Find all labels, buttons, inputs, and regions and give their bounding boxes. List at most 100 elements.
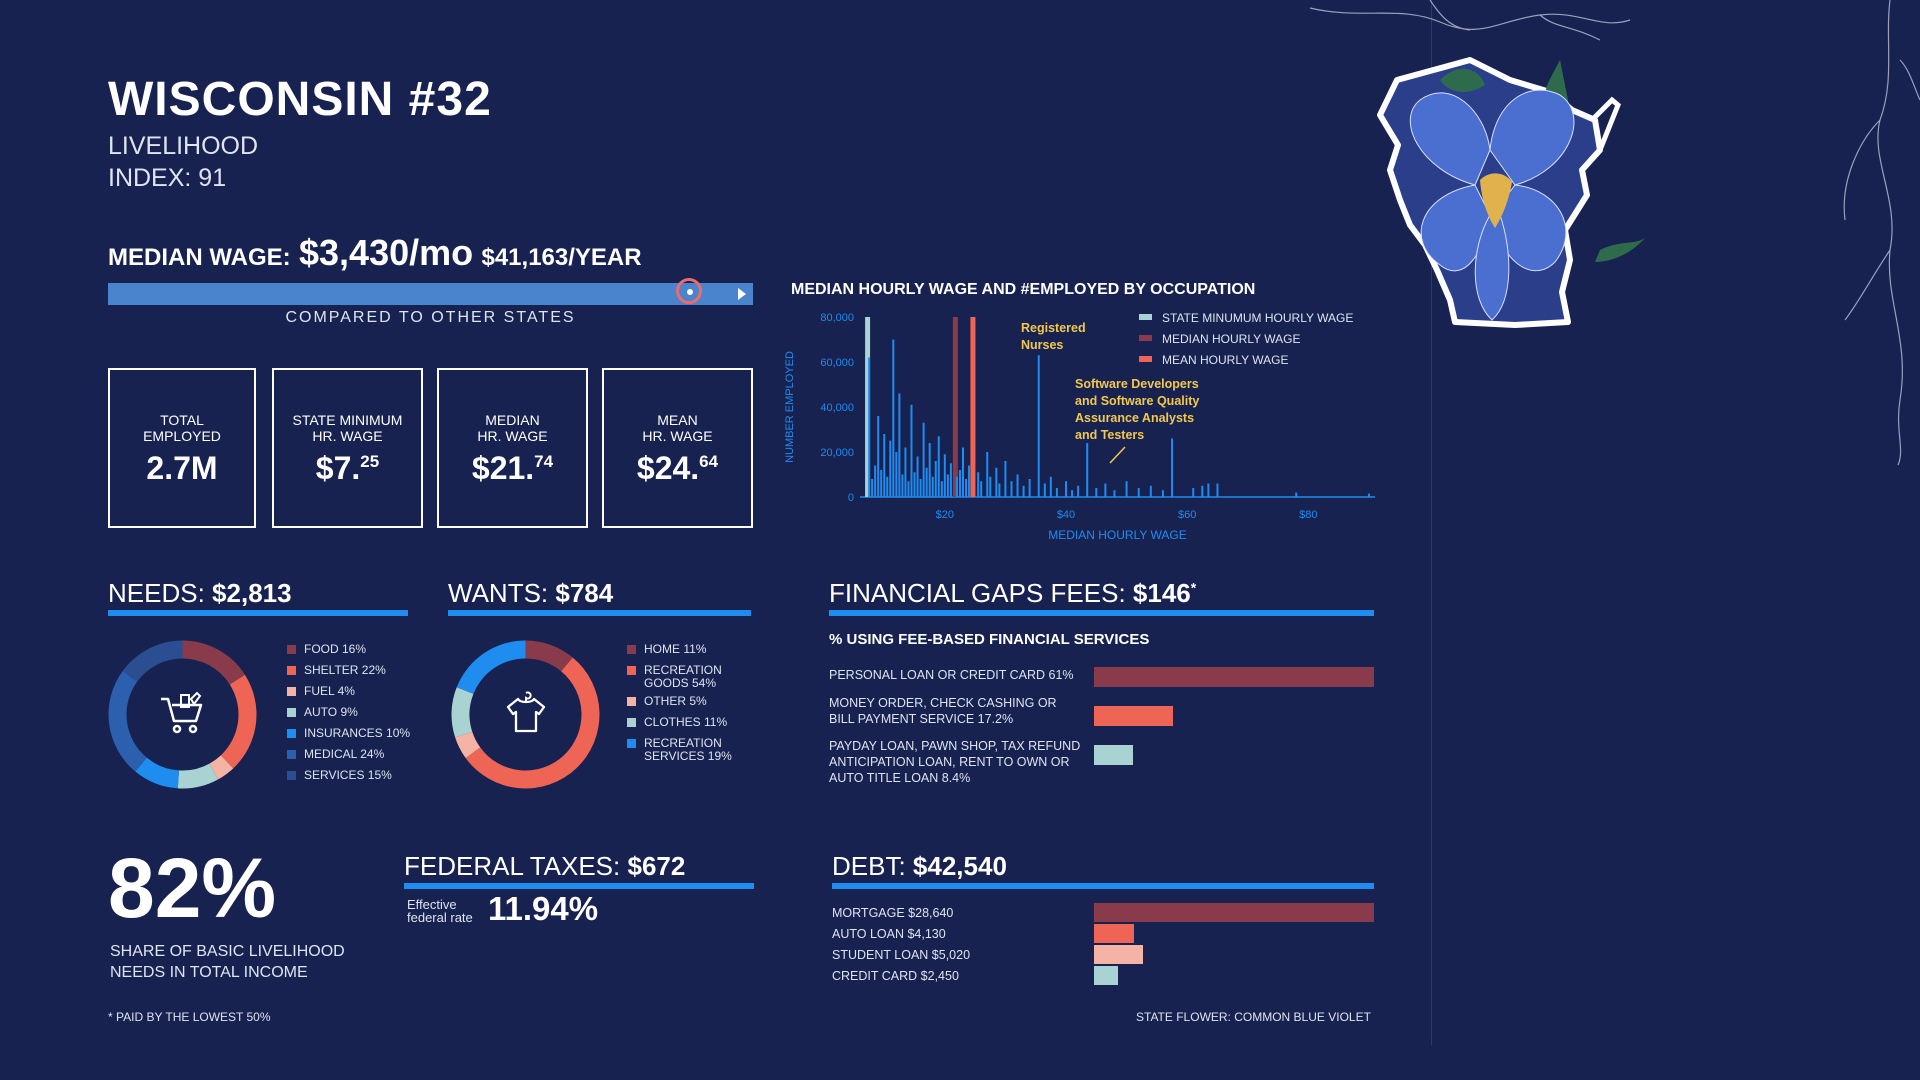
occupation-bar	[1104, 483, 1107, 497]
occupation-bar	[1022, 485, 1025, 497]
occupation-bar	[895, 452, 898, 497]
legend-label: RECREATION GOODS 54%	[644, 663, 722, 690]
financial-gaps-underline	[829, 610, 1374, 616]
occupation-bar	[883, 434, 886, 497]
occupation-bar	[934, 461, 937, 497]
occupation-bar	[907, 481, 910, 497]
occupation-bar	[1367, 493, 1370, 497]
page-title: WISCONSIN #32	[108, 73, 492, 126]
bar	[1094, 667, 1374, 687]
occupation-bar	[1149, 485, 1152, 497]
reference-wage-line	[970, 317, 976, 497]
bar-label: CREDIT CARD $2,450	[832, 969, 959, 983]
occupation-chart: 0 20,000 40,000 60,000 80,000 $20 $40 $60 $80 MED…	[784, 311, 1375, 542]
share-caption: SHARE OF BASIC LIVELIHOOD NEEDS IN TOTAL …	[110, 941, 345, 983]
legend-label: SHELTER 22%	[304, 663, 386, 677]
arrow-right-icon	[738, 288, 746, 300]
occupation-bar	[968, 465, 971, 497]
bar	[1094, 706, 1173, 726]
occupation-bar	[868, 357, 871, 497]
debt-value: $42,540	[912, 851, 1007, 881]
legend-item: RECREATION SERVICES 19%	[627, 737, 732, 763]
annotation-pointer	[1109, 446, 1126, 464]
donut-slice	[135, 757, 179, 789]
x-tick-label: $80	[1299, 509, 1317, 521]
donut-slice	[451, 687, 474, 738]
federal-taxes-label: FEDERAL TAXES:	[404, 851, 621, 881]
occupation-bar	[937, 436, 940, 497]
federal-rate-label: Effective federal rate	[407, 898, 473, 924]
chart-annotation-line: Assurance Analysts	[1075, 411, 1194, 425]
bar	[1094, 745, 1133, 765]
occupation-bar	[1095, 488, 1098, 497]
divider-line	[1431, 0, 1432, 1045]
donut-slice	[220, 674, 257, 769]
chart-annotation-line: Software Developers	[1075, 377, 1199, 391]
stat-total-employed: TOTAL EMPLOYED 2.7M	[108, 368, 256, 528]
occupation-bar	[1137, 488, 1140, 497]
occupation-bar	[931, 476, 934, 497]
legend-item: FOOD 16%	[287, 643, 366, 656]
legend-label: RECREATION SERVICES 19%	[644, 736, 732, 763]
occupation-bar	[922, 422, 925, 497]
y-tick-label: 20,000	[820, 447, 854, 459]
legend-swatch	[1139, 356, 1152, 362]
occupation-bar	[1161, 490, 1164, 497]
needs-title: NEEDS: $2,813	[108, 578, 292, 609]
chart-annotation-line: and Software Quality	[1075, 394, 1199, 408]
legend-swatch	[287, 750, 296, 759]
legend-item: FUEL 4%	[287, 685, 355, 698]
debt-chart: MORTGAGE $28,640 AUTO LOAN $4,130 STUDENT …	[832, 903, 1377, 993]
occupation-bar	[1086, 443, 1089, 497]
occupation-bar	[1171, 438, 1174, 497]
stat-mean-wage: MEAN HR. WAGE $24.64	[602, 368, 753, 528]
occupation-bar	[916, 456, 919, 497]
subtitle-index: INDEX: 91	[108, 164, 227, 192]
share-caption-line: NEEDS IN TOTAL INCOME	[110, 964, 308, 981]
debt-title: DEBT: $42,540	[832, 851, 1007, 882]
financial-gaps-chart: PERSONAL LOAN OR CREDIT CARD 61% MONEY OR…	[829, 660, 1379, 790]
legend-label: FOOD 16%	[304, 642, 367, 656]
debt-label: DEBT:	[832, 851, 906, 881]
stat-value-cents: 74	[534, 452, 554, 471]
occupation-bar	[898, 393, 901, 497]
occupation-bar	[1065, 481, 1067, 497]
x-tick-label: $20	[936, 509, 954, 521]
legend-label: STATE MINUMUM HOURLY WAGE	[1162, 311, 1353, 325]
state-flower-caption: STATE FLOWER: COMMON BLUE VIOLET	[1136, 1010, 1371, 1024]
comparison-bar	[108, 283, 753, 305]
stat-label: HR. WAGE	[312, 428, 383, 444]
legend-item: SERVICES 15%	[287, 769, 392, 782]
x-axis-label: MEDIAN HOURLY WAGE	[1048, 528, 1186, 542]
occupation-bar	[874, 465, 877, 497]
legend-label: SERVICES 15%	[304, 768, 392, 782]
occupation-bar	[986, 452, 989, 497]
legend-swatch	[287, 771, 296, 780]
legend-swatch	[627, 739, 636, 748]
bar	[1094, 903, 1374, 922]
bar-label: STUDENT LOAN $5,020	[832, 948, 971, 962]
legend-item: SHELTER 22%	[287, 664, 386, 677]
donut-slice	[182, 640, 245, 685]
wants-title: WANTS: $784	[448, 578, 613, 609]
bar-label: MONEY ORDER, CHECK CASHING OR BILL PAYME…	[829, 696, 1057, 726]
legend-swatch	[627, 666, 636, 675]
occupation-bar	[904, 447, 907, 497]
bar-label: PERSONAL LOAN OR CREDIT CARD 61%	[829, 668, 1074, 682]
legend-swatch	[1139, 335, 1152, 341]
occupation-bar	[958, 470, 961, 497]
stat-label: MEDIAN	[485, 412, 540, 428]
subtitle-livelihood: LIVELIHOOD	[108, 132, 259, 160]
x-tick-label: $60	[1178, 509, 1196, 521]
stat-value-cents: 25	[360, 452, 380, 471]
y-axis-label: NUMBER EMPLOYED	[784, 351, 796, 463]
median-wage-monthly: $3,430/mo	[299, 232, 474, 273]
occupation-bar	[877, 416, 880, 497]
federal-rate-value: 11.94%	[488, 890, 599, 927]
legend-swatch	[627, 697, 636, 706]
occupation-bar	[919, 479, 922, 497]
legend-label: MEDIAN HOURLY WAGE	[1162, 332, 1300, 346]
wants-donut	[451, 640, 600, 789]
legend-label: HOME 11%	[644, 642, 707, 656]
occupation-bar	[901, 474, 904, 497]
